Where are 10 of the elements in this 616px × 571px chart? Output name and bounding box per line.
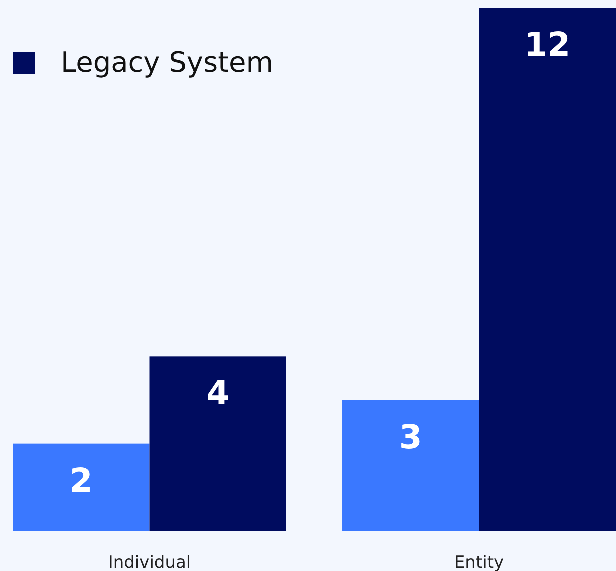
data-label: 4 xyxy=(206,374,230,413)
bar xyxy=(13,444,150,531)
bar xyxy=(150,356,286,531)
bar xyxy=(479,8,616,531)
bar xyxy=(342,400,480,531)
data-label: 12 xyxy=(524,25,571,64)
x-tick-label: Individual xyxy=(108,553,192,571)
legend-label: Legacy System xyxy=(61,46,274,79)
data-label: 2 xyxy=(70,460,93,500)
data-label: 3 xyxy=(399,417,422,456)
